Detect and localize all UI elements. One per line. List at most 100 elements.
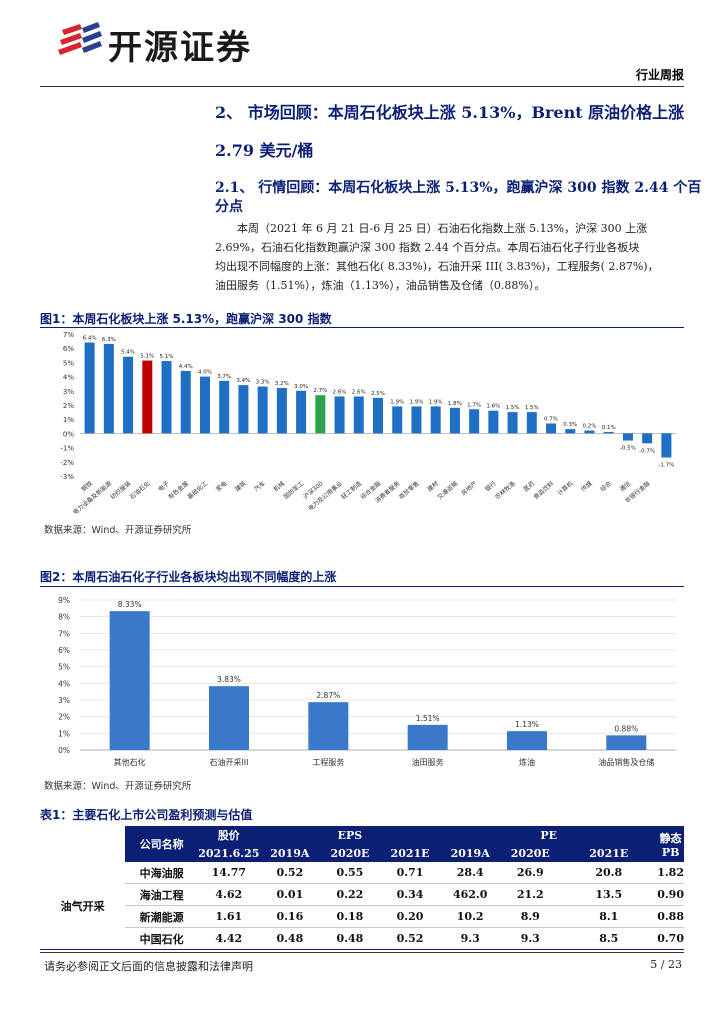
cell: 0.90 xyxy=(657,883,684,906)
bar xyxy=(209,686,249,750)
cell: 1.61 xyxy=(197,905,260,928)
x-tick-label: 纺织服装 xyxy=(109,479,133,501)
data-label: 6.3% xyxy=(102,337,116,343)
data-label: 3.7% xyxy=(217,374,231,380)
y-tick-label: 4% xyxy=(58,679,70,688)
y-tick-label: 5% xyxy=(58,663,70,672)
figure2-title: 图2：本周石油石化子行业各板块均出现不同幅度的上涨 xyxy=(40,570,337,584)
cell: 13.5 xyxy=(560,883,658,906)
x-tick-label: 建筑 xyxy=(233,479,247,493)
x-tick-label: 炼油 xyxy=(519,757,535,767)
data-label: 0.2% xyxy=(582,424,596,430)
cell: 21.2 xyxy=(500,883,561,906)
col-price: 股价 xyxy=(197,826,260,844)
figure2-divider xyxy=(40,586,684,587)
table-corner xyxy=(40,826,126,844)
x-tick-label: 钢铁 xyxy=(80,479,94,493)
col-price-date: 2021.6.25 xyxy=(197,844,260,862)
bar xyxy=(103,343,114,434)
cell: 26.9 xyxy=(500,862,561,884)
bar xyxy=(84,342,95,434)
page-number: 5 / 23 xyxy=(650,958,682,971)
col-year: 2019A xyxy=(440,844,501,862)
y-tick-label: 7% xyxy=(58,629,70,638)
data-label: 5.4% xyxy=(121,350,135,356)
section-title-line2: 2.79 美元/桶 xyxy=(215,141,314,160)
y-tick-label: -2% xyxy=(60,459,74,467)
y-tick-label: -1% xyxy=(60,445,74,453)
data-label: 2.6% xyxy=(352,389,366,395)
data-label: 0.88% xyxy=(614,724,638,733)
y-tick-label: 0% xyxy=(58,746,70,755)
bar xyxy=(392,406,403,434)
x-tick-label: 石油石化 xyxy=(128,479,152,501)
cell: 28.4 xyxy=(440,862,501,884)
cell: 10.2 xyxy=(440,905,501,928)
x-tick-label: 交通运输 xyxy=(436,479,460,501)
table-corner xyxy=(40,844,126,862)
bar xyxy=(161,360,172,434)
table-row: 新潮能源 1.61 0.16 0.18 0.20 10.2 8.9 8.1 0.… xyxy=(40,905,684,928)
bar xyxy=(469,409,480,434)
bar xyxy=(142,360,153,434)
cell: 462.0 xyxy=(440,883,501,906)
data-label: 3.4% xyxy=(236,378,250,384)
data-label: 2.7% xyxy=(313,388,327,394)
x-tick-label: 油品销售及仓储 xyxy=(598,757,654,767)
data-label: 1.5% xyxy=(506,405,520,411)
cell: 海油工程 xyxy=(125,883,198,906)
cell: 0.34 xyxy=(380,883,441,906)
x-tick-label: 食品饮料 xyxy=(532,479,556,501)
y-tick-label: 1% xyxy=(58,729,70,738)
data-label: 2.87% xyxy=(316,691,340,700)
table-row: 海油工程 4.62 0.01 0.22 0.34 462.0 21.2 13.5… xyxy=(40,883,684,906)
data-label: 1.8% xyxy=(448,401,462,407)
cell: 0.71 xyxy=(380,862,441,884)
cell: 9.3 xyxy=(440,927,501,950)
y-tick-label: 3% xyxy=(63,388,74,396)
data-label: -0.5% xyxy=(620,446,636,452)
bar xyxy=(257,386,268,434)
y-tick-label: 5% xyxy=(63,359,74,367)
brand-name: 开源证券 xyxy=(108,28,252,68)
cell: 0.20 xyxy=(380,905,441,928)
cell: 中国石化 xyxy=(125,927,198,950)
data-label: 1.9% xyxy=(390,399,404,405)
data-label: 1.5% xyxy=(525,405,539,411)
data-label: 1.9% xyxy=(409,399,423,405)
data-label: -0.7% xyxy=(639,448,655,454)
cell: 0.70 xyxy=(657,927,684,950)
bar xyxy=(109,611,150,750)
data-label: 4.0% xyxy=(198,370,212,376)
bar xyxy=(180,370,191,434)
bar xyxy=(334,396,345,434)
x-tick-label: 房地产 xyxy=(459,479,478,497)
x-tick-label: 国防军工 xyxy=(282,479,306,501)
y-tick-label: 6% xyxy=(63,345,74,353)
summary-paragraph: 本周（2021 年 6 月 21 日-6 月 25 日）石油石化指数上涨 5.1… xyxy=(215,219,685,295)
col-year: 2019A xyxy=(259,844,320,862)
data-label: -1.7% xyxy=(658,463,674,469)
cell: 0.48 xyxy=(259,927,320,950)
bar xyxy=(507,412,518,434)
section-title-line1: 2、 市场回顾：本周石化板块上涨 5.13%，Brent 原油价格上涨 xyxy=(215,103,685,122)
x-tick-label: 计算机 xyxy=(556,479,575,497)
bar xyxy=(373,397,383,434)
paragraph-line: 2.69%，石油石化指数跑赢沪深 300 指数 2.44 个百分点。本周石油石化… xyxy=(215,241,640,254)
cell: 0.18 xyxy=(319,905,380,928)
x-tick-label: 家电 xyxy=(214,479,228,493)
x-tick-label: 油田服务 xyxy=(412,757,444,767)
cell: 0.55 xyxy=(319,862,380,884)
bar xyxy=(276,387,287,434)
cell: 4.62 xyxy=(197,883,260,906)
bar xyxy=(606,735,647,750)
data-label: 5.1% xyxy=(140,354,154,360)
x-tick-label: 石油开采III xyxy=(209,757,248,767)
x-tick-label: 医药 xyxy=(522,479,536,493)
footer-divider xyxy=(40,952,684,953)
bar xyxy=(565,429,576,434)
cell: 0.88 xyxy=(657,905,684,928)
data-label: 8.33% xyxy=(118,600,142,609)
cell: 0.16 xyxy=(259,905,320,928)
x-tick-label: 综合 xyxy=(599,479,613,493)
